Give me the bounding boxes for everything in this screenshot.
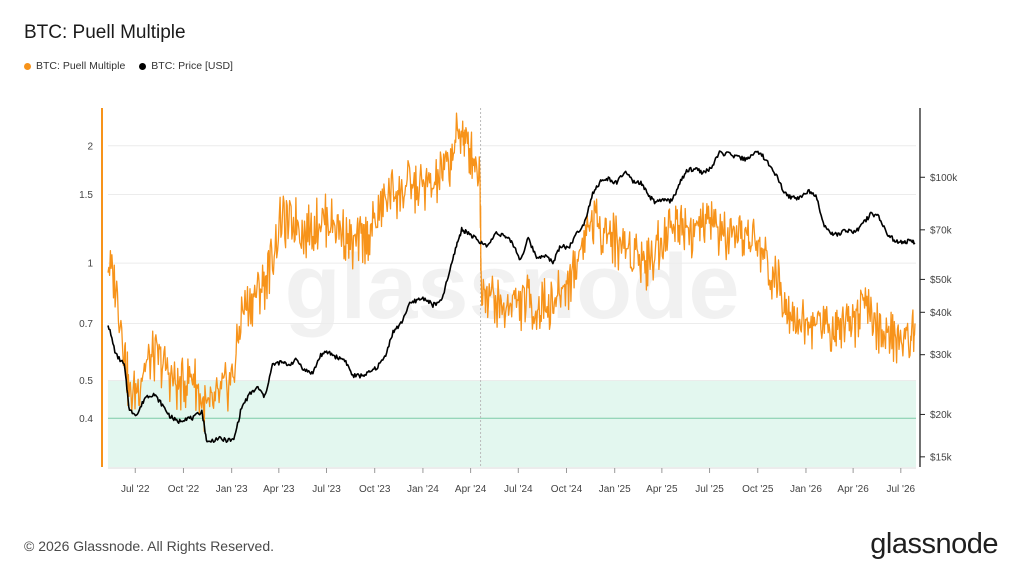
legend-label-price: BTC: Price [USD]: [151, 60, 233, 72]
x-tick-label: Jan '25: [599, 484, 631, 495]
puell-multiple-line: [107, 112, 916, 432]
brand-logo: glassnode: [870, 528, 998, 560]
y-right-tick-label: $70k: [930, 225, 953, 236]
x-tick-label: Jul '22: [121, 484, 150, 495]
x-tick-label: Oct '25: [742, 484, 774, 495]
x-tick-label: Jul '24: [504, 484, 533, 495]
x-tick-label: Oct '23: [359, 484, 391, 495]
y-left-tick-label: 0.5: [79, 376, 93, 387]
x-tick-label: Apr '23: [263, 484, 295, 495]
x-tick-label: Jan '26: [790, 484, 822, 495]
legend-swatch-puell: [24, 62, 31, 70]
y-right-tick-label: $30k: [930, 350, 953, 361]
y-left-tick-label: 0.7: [79, 319, 93, 330]
low-zone-band: [108, 380, 916, 467]
legend-swatch-price: [139, 62, 147, 70]
x-tick-label: Oct '22: [168, 484, 200, 495]
y-left-tick-label: 1.5: [79, 190, 93, 201]
btc-price-line: [107, 150, 916, 443]
y-left-tick-label: 2: [87, 141, 93, 152]
x-tick-label: Apr '24: [455, 484, 487, 495]
legend-label-puell: BTC: Puell Multiple: [36, 60, 126, 72]
x-tick-label: Jul '23: [312, 484, 341, 495]
x-tick-label: Jan '23: [216, 484, 248, 495]
x-tick-label: Apr '26: [837, 484, 869, 495]
x-tick-label: Jan '24: [407, 484, 439, 495]
y-right-tick-label: $20k: [930, 410, 953, 421]
y-right-tick-label: $50k: [930, 275, 953, 286]
legend-item-puell[interactable]: BTC: Puell Multiple: [24, 60, 125, 72]
x-tick-label: Oct '24: [551, 484, 583, 495]
chart-title: BTC: Puell Multiple: [24, 22, 186, 43]
y-left-tick-label: 1: [87, 259, 93, 270]
x-tick-label: Jul '25: [695, 484, 724, 495]
legend-item-price[interactable]: BTC: Price [USD]: [139, 60, 233, 72]
x-tick-label: Apr '25: [646, 484, 678, 495]
copyright-text: © 2026 Glassnode. All Rights Reserved.: [24, 538, 275, 554]
x-tick-label: Jul '26: [887, 484, 916, 495]
y-right-tick-label: $15k: [930, 452, 953, 463]
y-right-tick-label: $40k: [930, 308, 953, 319]
y-right-tick-label: $100k: [930, 173, 958, 184]
legend: BTC: Puell Multiple BTC: Price [USD]: [24, 60, 233, 72]
y-left-tick-label: 0.4: [79, 414, 93, 425]
